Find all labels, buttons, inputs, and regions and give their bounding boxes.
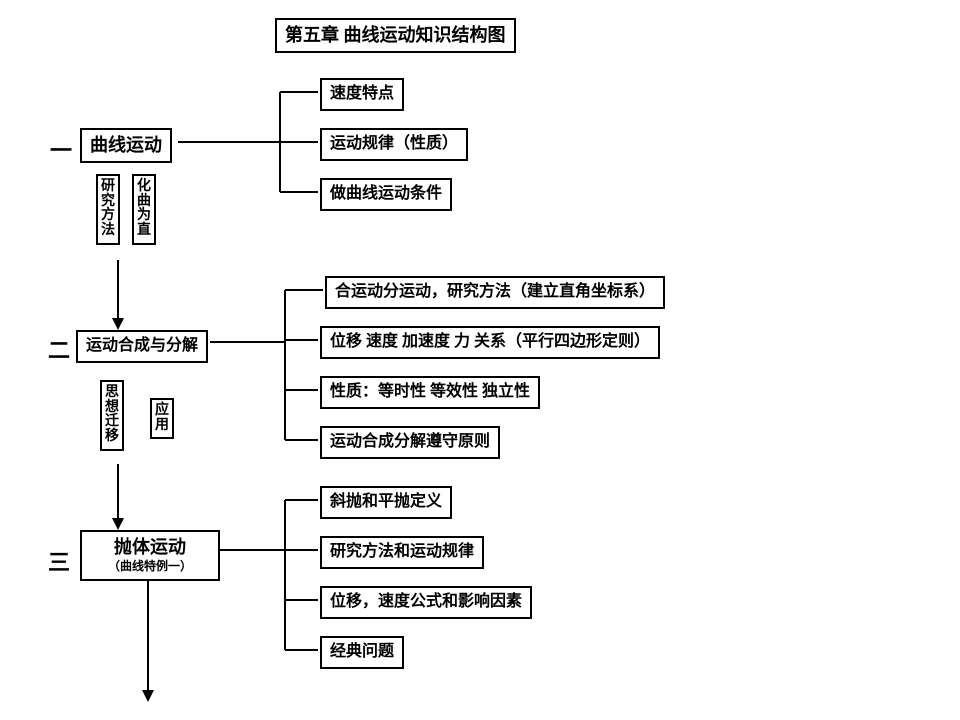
section-1-box: 曲线运动 <box>80 128 172 163</box>
section-2-box: 运动合成与分解 <box>76 330 208 363</box>
connector-2b: 应用 <box>150 398 174 439</box>
s3-child-2: 位移，速度公式和影响因素 <box>320 586 532 619</box>
s3-child-3: 经典问题 <box>320 636 404 669</box>
section-3-label: 抛体运动 <box>114 537 186 557</box>
diagram-stage: 第五章 曲线运动知识结构图 一 曲线运动 速度特点 运动规律（性质） 做曲线运动… <box>0 0 960 720</box>
s2-child-2: 性质：等时性 等效性 独立性 <box>320 376 540 409</box>
section-1-number: 一 <box>50 133 72 165</box>
section-3-sublabel: （曲线特例一） <box>90 559 210 575</box>
connector-2a: 思想迁移 <box>100 380 124 451</box>
section-3-box: 抛体运动 （曲线特例一） <box>80 530 220 581</box>
connector-1a: 研究方法 <box>96 174 120 245</box>
s2-child-0: 合运动分运动，研究方法（建立直角坐标系） <box>325 276 665 309</box>
diagram-title: 第五章 曲线运动知识结构图 <box>275 18 516 53</box>
s1-child-0: 速度特点 <box>320 78 404 111</box>
s2-child-3: 运动合成分解遵守原则 <box>320 426 500 459</box>
s3-child-0: 斜抛和平抛定义 <box>320 486 452 519</box>
s2-child-1: 位移 速度 加速度 力 关系（平行四边形定则） <box>320 326 660 359</box>
section-3-number: 三 <box>48 545 70 577</box>
s1-child-1: 运动规律（性质） <box>320 128 468 161</box>
connector-1b: 化曲为直 <box>132 174 156 245</box>
section-2-number: 二 <box>48 333 70 365</box>
s1-child-2: 做曲线运动条件 <box>320 178 452 211</box>
s3-child-1: 研究方法和运动规律 <box>320 536 484 569</box>
